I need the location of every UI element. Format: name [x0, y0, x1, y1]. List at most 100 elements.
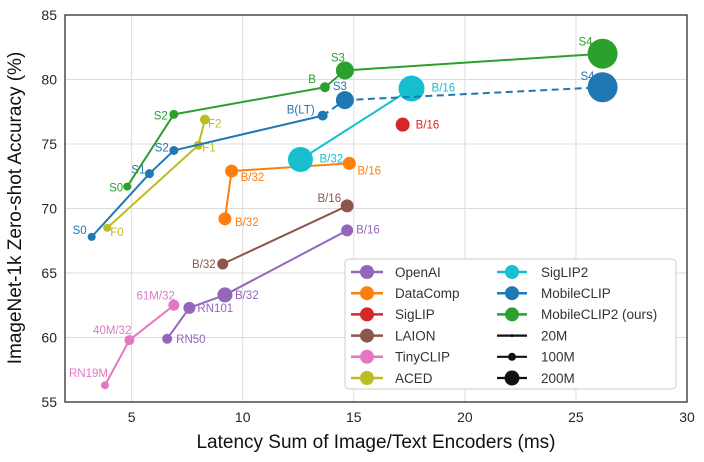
point-label-laion-b-32: B/32 — [192, 259, 216, 271]
x-tick-15: 15 — [346, 409, 362, 425]
legend-label-laion: LAION — [395, 328, 436, 343]
legend-item-mobileclip: MobileCLIP — [497, 286, 611, 301]
y-tick-75: 75 — [41, 136, 57, 152]
point-label-mobileclip2-ours-s2: S2 — [154, 110, 168, 122]
point-tinyclip-61m-32 — [168, 299, 180, 311]
point-openai-b-16 — [341, 224, 354, 237]
legend-label-mobileclip2-ours: MobileCLIP2 (ours) — [541, 307, 657, 322]
legend-label-200m: 200M — [541, 371, 575, 386]
point-label-tinyclip-rn19m: RN19M — [69, 368, 108, 380]
legend-label-siglip2: SigLIP2 — [541, 265, 588, 280]
series-siglip2: B/32 B/16 — [287, 75, 455, 172]
legend-item-aced: ACED — [351, 371, 433, 386]
point-label-mobileclip2-ours-s0: S0 — [109, 183, 123, 195]
line-tinyclip-40m-32-61m-32 — [128, 304, 175, 341]
point-label-siglip2-b-32: B/32 — [319, 153, 343, 165]
legend-item-100m: 100M — [497, 350, 575, 365]
series-datacomp: B/32 B/32 B/16 — [218, 156, 381, 229]
plot-spines — [64, 14, 688, 403]
point-label-openai-b-16: B/16 — [356, 224, 380, 236]
line-mobileclip-s1-s2 — [148, 149, 175, 175]
legend-marker-siglip2 — [505, 265, 519, 279]
y-tick-70: 70 — [41, 201, 57, 217]
legend-label-siglip: SigLIP — [395, 307, 435, 322]
legend-marker-openai — [360, 265, 374, 279]
legend-item-tinyclip: TinyCLIP — [351, 350, 450, 365]
point-mobileclip2-ours-s3 — [335, 61, 354, 80]
point-label-datacomp-b-16: B/16 — [357, 165, 381, 177]
legend-label-100m: 100M — [541, 350, 575, 365]
point-datacomp-b-32 — [218, 212, 232, 226]
y-tick-55: 55 — [41, 394, 57, 410]
x-tick-20: 20 — [457, 409, 473, 425]
point-datacomp-b-16 — [342, 156, 356, 170]
point-label-aced-f0: F0 — [110, 227, 123, 239]
line-aced-f0-f1 — [106, 144, 199, 229]
line-siglip2-b-32-b-16 — [299, 87, 413, 161]
point-openai-b-32 — [217, 287, 233, 303]
legend-box — [344, 258, 677, 390]
series-layer: RN50RN101B/32B/16B/32B/32B/16B/16B/32B/1… — [69, 37, 618, 390]
point-mobileclip2-ours-s0 — [123, 182, 132, 191]
point-mobileclip-s2 — [169, 145, 179, 155]
legend-item-datacomp: DataComp — [351, 286, 460, 301]
point-mobileclip-s0 — [87, 232, 96, 241]
point-label-mobileclip2-ours-s4: S4 — [579, 37, 594, 49]
legend-label-aced: ACED — [395, 371, 433, 386]
legend-marker-aced — [360, 371, 374, 385]
point-mobileclip-s3 — [335, 91, 354, 110]
legend-label-openai: OpenAI — [395, 265, 441, 280]
line-mobileclip-s0-s1 — [90, 172, 151, 238]
point-mobileclip2-ours-b — [319, 82, 330, 93]
legend-item-siglip2: SigLIP2 — [497, 265, 588, 280]
series-mobileclip2-ours: S0 S2 B S3 S4 — [109, 37, 618, 195]
line-mobileclip2-ours-s3-s4 — [344, 52, 603, 72]
x-tick-25: 25 — [568, 409, 584, 425]
legend-marker-200m — [504, 370, 520, 386]
point-openai-rn101 — [183, 301, 196, 314]
point-label-openai-rn101: RN101 — [197, 303, 233, 315]
line-openai-rn50-rn101 — [166, 307, 191, 340]
line-mobileclip-s3-s4 — [344, 86, 603, 102]
point-label-mobileclip2-ours-s3: S3 — [331, 52, 345, 64]
series-siglip: B/16 — [395, 117, 440, 132]
x-tick-5: 5 — [128, 409, 136, 425]
legend-marker-datacomp — [360, 286, 374, 301]
point-label-openai-b-32: B/32 — [235, 290, 259, 302]
legend-marker-tinyclip — [360, 349, 374, 364]
legend-item-laion: LAION — [351, 328, 436, 343]
tick-labels: 5 10 15 20 25 30 55 60 65 70 75 80 85 — [41, 7, 695, 425]
point-label-tinyclip-40m-32: 40M/32 — [93, 325, 131, 337]
y-tick-80: 80 — [41, 72, 57, 88]
legend-label-mobileclip: MobileCLIP — [541, 286, 611, 301]
legend-item-20m: 20M — [497, 328, 567, 343]
y-tick-85: 85 — [41, 7, 57, 23]
point-datacomp-b-32 — [225, 164, 239, 178]
line-laion-b-32-b-16 — [222, 205, 348, 265]
line-tinyclip-rn19m-40m-32 — [104, 339, 131, 386]
point-label-datacomp-b-32: B/32 — [235, 217, 259, 229]
point-aced-f2 — [199, 114, 210, 125]
legend-marker-mobileclip — [505, 286, 519, 301]
legend-marker-mobileclip2-ours — [505, 307, 519, 322]
legend-label-tinyclip: TinyCLIP — [395, 350, 450, 365]
line-openai-b-32-b-16 — [224, 229, 348, 296]
legend-marker-laion — [360, 328, 374, 343]
legend-item-openai: OpenAI — [351, 265, 441, 280]
point-label-aced-f1: F1 — [202, 142, 215, 154]
x-tick-10: 10 — [235, 409, 251, 425]
plot-border — [64, 14, 688, 403]
line-mobileclip2-ours-s0-s2 — [126, 113, 175, 188]
point-mobileclip-s1 — [144, 169, 154, 179]
legend-marker-100m — [508, 352, 516, 361]
point-label-siglip-b-16: B/16 — [416, 120, 440, 132]
point-mobileclip2-ours-s2 — [169, 109, 179, 119]
point-mobileclip-b-lt — [317, 110, 328, 121]
legend-item-mobileclip2-ours: MobileCLIP2 (ours) — [497, 307, 657, 322]
x-axis-label: Latency Sum of Image/Text Encoders (ms) — [196, 432, 555, 453]
legend: OpenAI DataComp SigLIP LAION TinyCLIP ACED Sig… — [344, 258, 677, 390]
y-tick-65: 65 — [41, 265, 57, 281]
